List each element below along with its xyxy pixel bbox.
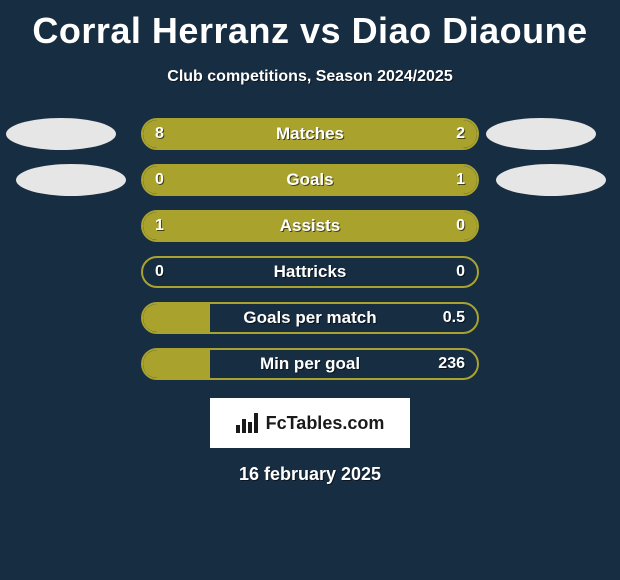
comparison-rows: Matches82Goals01Assists10Hattricks00Goal…	[0, 118, 620, 380]
date-label: 16 february 2025	[0, 464, 620, 485]
stat-value-left: 0	[155, 166, 164, 194]
stat-label: Hattricks	[143, 258, 477, 286]
stat-label: Goals per match	[143, 304, 477, 332]
stat-bar: Goals per match0.5	[141, 302, 479, 334]
player2-name: Diao Diaoune	[352, 10, 588, 51]
stat-value-left: 1	[155, 212, 164, 240]
comparison-row: Assists1 0	[0, 210, 620, 242]
player1-name: Corral Herranz	[32, 10, 289, 51]
stat-value-right: 0.5	[443, 304, 465, 332]
stat-bar: Matches8 2	[141, 118, 479, 150]
stat-value-right: 2	[456, 120, 465, 148]
stat-label: Goals	[143, 166, 477, 194]
subtitle: Club competitions, Season 2024/2025	[0, 68, 620, 86]
stat-label: Assists	[143, 212, 477, 240]
comparison-row: Hattricks0 0	[0, 256, 620, 288]
bars-icon	[236, 413, 260, 433]
stat-value-left: 0	[155, 258, 164, 286]
stat-bar: Hattricks0 0	[141, 256, 479, 288]
stat-bar: Min per goal236	[141, 348, 479, 380]
stat-bar: Assists1 0	[141, 210, 479, 242]
stat-value-left: 8	[155, 120, 164, 148]
club-emblem-placeholder	[496, 164, 606, 196]
club-emblem-placeholder	[6, 118, 116, 150]
club-emblem-placeholder	[486, 118, 596, 150]
branding-text: FcTables.com	[266, 413, 385, 434]
stat-bar: Goals0 1	[141, 164, 479, 196]
comparison-row: Min per goal236	[0, 348, 620, 380]
branding-badge: FcTables.com	[210, 398, 410, 448]
comparison-row: Goals per match0.5	[0, 302, 620, 334]
vs-label: vs	[300, 10, 341, 51]
stat-label: Min per goal	[143, 350, 477, 378]
page-title: Corral Herranz vs Diao Diaoune	[0, 0, 620, 52]
stat-value-right: 236	[438, 350, 465, 378]
stat-value-right: 1	[456, 166, 465, 194]
stat-label: Matches	[143, 120, 477, 148]
stat-value-right: 0	[456, 212, 465, 240]
stat-value-right: 0	[456, 258, 465, 286]
club-emblem-placeholder	[16, 164, 126, 196]
